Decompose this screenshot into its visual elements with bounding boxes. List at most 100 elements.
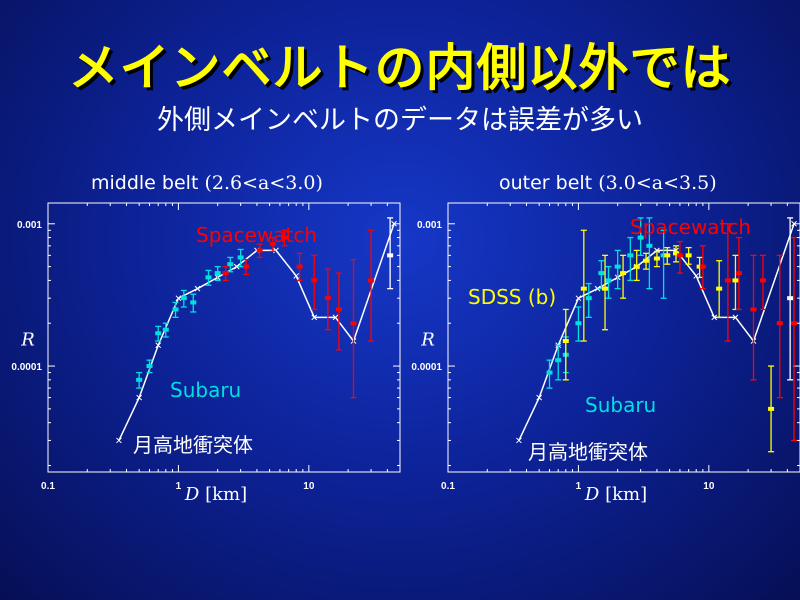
error-bar-point — [646, 217, 653, 290]
error-bar-point — [660, 229, 667, 299]
plot-area — [116, 217, 397, 444]
error-bar-point — [555, 344, 562, 381]
chart-title-outer-text: outer belt — [499, 172, 599, 194]
data-point — [555, 358, 562, 363]
data-point — [627, 253, 634, 258]
error-bar-point — [696, 256, 703, 279]
series-sdss-(b) — [562, 229, 775, 453]
error-bar-point — [227, 256, 234, 273]
data-point — [614, 264, 621, 269]
data-point — [643, 258, 650, 263]
data-point — [269, 242, 276, 247]
data-point — [190, 300, 197, 305]
data-point — [750, 307, 757, 312]
data-point — [768, 406, 775, 411]
annotation-lunar: 月高地衝突体 — [133, 433, 253, 457]
data-point — [324, 296, 331, 301]
data-point — [205, 275, 212, 280]
error-bar-point — [162, 322, 169, 338]
error-bar-point — [350, 258, 357, 399]
error-bar-point — [155, 325, 162, 342]
data-point — [685, 253, 692, 258]
annotation-spacewatch: Spacewatch — [630, 215, 751, 239]
data-point — [222, 271, 229, 276]
x-tick-label: 0.1 — [41, 481, 55, 492]
chart-title-middle-text: middle belt — [91, 172, 205, 194]
data-point-marker — [233, 263, 240, 270]
error-bar-point — [676, 240, 683, 274]
error-bar-point — [732, 254, 739, 311]
data-point — [646, 243, 653, 248]
data-point — [585, 296, 592, 301]
data-point — [653, 256, 660, 261]
data-point — [602, 286, 609, 291]
error-bar-point — [575, 306, 582, 342]
data-point-marker — [194, 285, 201, 292]
data-point-marker — [332, 314, 339, 321]
data-point-marker — [516, 437, 522, 444]
data-point-marker — [536, 394, 543, 401]
data-point — [732, 278, 739, 283]
plot-frame — [447, 202, 800, 473]
error-bar-point — [243, 258, 250, 276]
data-point-marker — [311, 314, 318, 321]
data-point — [146, 364, 153, 369]
error-bar-point — [602, 254, 609, 331]
data-point — [724, 278, 731, 283]
series-spacewatch — [222, 229, 375, 399]
data-point — [162, 327, 169, 332]
error-bar-point — [627, 236, 634, 282]
error-bar-point — [585, 282, 592, 318]
data-point-marker — [175, 295, 182, 302]
error-bar-point — [620, 254, 627, 299]
error-bar-point — [791, 236, 798, 442]
x-tick-label: 10 — [703, 481, 715, 492]
error-bar-point — [368, 229, 375, 342]
series-subaru — [546, 217, 667, 389]
error-bar-point — [672, 245, 679, 263]
y-tick-label: 0.001 — [417, 220, 442, 231]
error-bar-point — [256, 243, 263, 259]
data-point — [676, 253, 683, 258]
annotation-spacewatch: Spacewatch — [196, 223, 317, 247]
data-point — [335, 307, 342, 312]
data-point-marker — [575, 295, 582, 302]
data-point — [368, 278, 375, 283]
data-point — [311, 278, 318, 283]
data-point-marker — [293, 273, 300, 279]
data-point — [546, 370, 553, 375]
error-bar-point — [281, 229, 288, 247]
y-tick-label: 0.001 — [17, 220, 42, 231]
error-bar-point — [562, 308, 569, 381]
y-axis-label: R — [420, 330, 435, 351]
error-bar-point — [664, 246, 671, 265]
error-bar-point — [776, 254, 783, 399]
data-point — [136, 377, 143, 382]
data-point — [660, 253, 667, 258]
page-subtitle: 外側メインベルトのデータは誤差が多い — [157, 105, 643, 136]
error-bar-point — [750, 254, 757, 381]
series-月高地衝突体 — [516, 220, 797, 444]
data-point — [227, 262, 234, 267]
series-white-errorbars — [387, 217, 394, 290]
data-point — [605, 278, 612, 283]
x-axis-label: D [km] — [584, 484, 647, 505]
chart-title-middle-belt: middle belt (2.6<a<3.0) — [91, 172, 323, 194]
y-tick-label: 0.0001 — [11, 362, 42, 373]
data-point — [776, 321, 783, 326]
data-point-marker — [136, 394, 143, 401]
error-bar-point — [136, 371, 143, 389]
plot-area — [516, 217, 798, 453]
chart-title-outer-belt: outer belt (3.0<a<3.5) — [499, 172, 717, 194]
data-point — [664, 253, 671, 258]
error-bar-point — [653, 250, 660, 268]
data-point — [575, 321, 582, 326]
series-line — [118, 223, 395, 441]
data-point — [716, 286, 723, 291]
data-point-marker — [155, 342, 162, 349]
error-bar-point — [324, 268, 331, 331]
annotation-subaru: Subaru — [585, 393, 656, 417]
error-bar-point — [269, 236, 276, 253]
data-point — [580, 286, 587, 291]
